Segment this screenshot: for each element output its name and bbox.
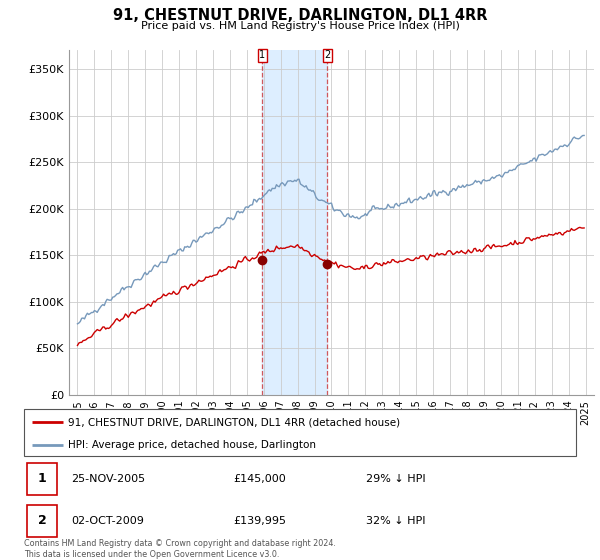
Text: 2: 2 bbox=[38, 515, 46, 528]
Text: 1: 1 bbox=[259, 50, 265, 60]
Text: Contains HM Land Registry data © Crown copyright and database right 2024.
This d: Contains HM Land Registry data © Crown c… bbox=[24, 539, 336, 559]
Text: 29% ↓ HPI: 29% ↓ HPI bbox=[366, 474, 426, 484]
FancyBboxPatch shape bbox=[27, 463, 57, 494]
Text: HPI: Average price, detached house, Darlington: HPI: Average price, detached house, Darl… bbox=[68, 440, 316, 450]
Text: £145,000: £145,000 bbox=[234, 474, 287, 484]
Text: £139,995: £139,995 bbox=[234, 516, 287, 526]
Text: 32% ↓ HPI: 32% ↓ HPI bbox=[366, 516, 426, 526]
Text: 1: 1 bbox=[38, 472, 46, 485]
Text: 2: 2 bbox=[324, 50, 331, 60]
Text: 91, CHESTNUT DRIVE, DARLINGTON, DL1 4RR (detached house): 91, CHESTNUT DRIVE, DARLINGTON, DL1 4RR … bbox=[68, 417, 400, 427]
Text: 25-NOV-2005: 25-NOV-2005 bbox=[71, 474, 145, 484]
Text: 02-OCT-2009: 02-OCT-2009 bbox=[71, 516, 144, 526]
Text: 91, CHESTNUT DRIVE, DARLINGTON, DL1 4RR: 91, CHESTNUT DRIVE, DARLINGTON, DL1 4RR bbox=[113, 8, 487, 24]
FancyBboxPatch shape bbox=[27, 505, 57, 537]
Text: Price paid vs. HM Land Registry's House Price Index (HPI): Price paid vs. HM Land Registry's House … bbox=[140, 21, 460, 31]
Bar bbox=[262, 50, 327, 395]
FancyBboxPatch shape bbox=[24, 409, 576, 456]
